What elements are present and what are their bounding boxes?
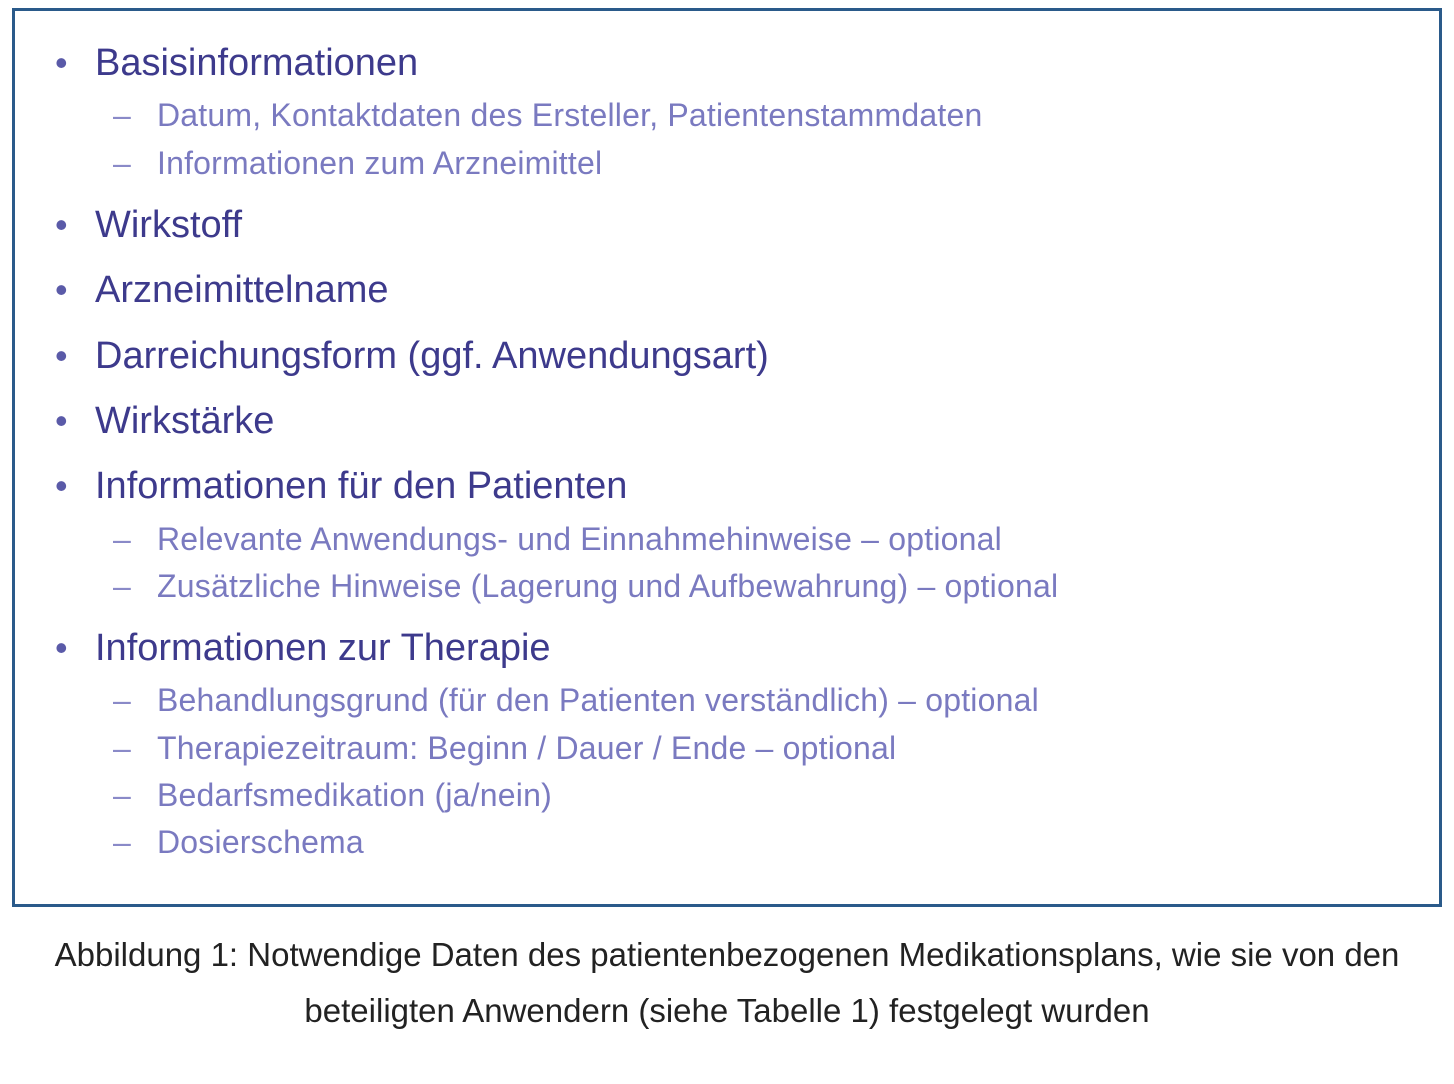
outline-list: Basisinformationen Datum, Kontaktdaten d… [55,39,1399,864]
list-item: Wirkstoff [95,201,1399,250]
sub-list-item-label: Relevante Anwendungs- und Einnahmehinwei… [157,518,1399,561]
sub-list-item-label: Zusätzliche Hinweise (Lagerung und Aufbe… [157,565,1399,608]
sub-list-item: Dosierschema [157,821,1399,864]
sub-list-item: Datum, Kontaktdaten des Ersteller, Patie… [157,94,1399,137]
list-item-label: Arzneimittelname [95,266,1399,315]
list-item: Informationen zur Therapie Behandlungsgr… [95,624,1399,864]
sub-list-item: Relevante Anwendungs- und Einnahmehinwei… [157,518,1399,561]
list-item: Arzneimittelname [95,266,1399,315]
figure-caption: Abbildung 1: Notwendige Daten des patien… [24,927,1430,1039]
list-item-label: Informationen für den Patienten [95,462,1399,511]
sub-list-item-label: Datum, Kontaktdaten des Ersteller, Patie… [157,94,1399,137]
list-item-label: Wirkstärke [95,397,1399,446]
list-item: Informationen für den Patienten Relevant… [95,462,1399,608]
list-item-label: Informationen zur Therapie [95,624,1399,673]
sub-list-item: Bedarfsmedikation (ja/nein) [157,774,1399,817]
sub-list-item-label: Bedarfsmedikation (ja/nein) [157,774,1399,817]
sub-list-item: Zusätzliche Hinweise (Lagerung und Aufbe… [157,565,1399,608]
sub-list: Relevante Anwendungs- und Einnahmehinwei… [95,518,1399,608]
list-item: Darreichungsform (ggf. Anwendungsart) [95,332,1399,381]
list-item: Basisinformationen Datum, Kontaktdaten d… [95,39,1399,185]
list-item-label: Basisinformationen [95,39,1399,88]
sub-list-item: Behandlungsgrund (für den Patienten vers… [157,679,1399,722]
list-item-label: Darreichungsform (ggf. Anwendungsart) [95,332,1399,381]
sub-list-item-label: Informationen zum Arzneimittel [157,142,1399,185]
sub-list-item-label: Therapiezeitraum: Beginn / Dauer / Ende … [157,727,1399,770]
sub-list-item-label: Dosierschema [157,821,1399,864]
figure-box: Basisinformationen Datum, Kontaktdaten d… [12,8,1442,907]
list-item: Wirkstärke [95,397,1399,446]
sub-list-item: Informationen zum Arzneimittel [157,142,1399,185]
sub-list: Datum, Kontaktdaten des Ersteller, Patie… [95,94,1399,184]
sub-list-item-label: Behandlungsgrund (für den Patienten vers… [157,679,1399,722]
sub-list: Behandlungsgrund (für den Patienten vers… [95,679,1399,864]
sub-list-item: Therapiezeitraum: Beginn / Dauer / Ende … [157,727,1399,770]
list-item-label: Wirkstoff [95,201,1399,250]
